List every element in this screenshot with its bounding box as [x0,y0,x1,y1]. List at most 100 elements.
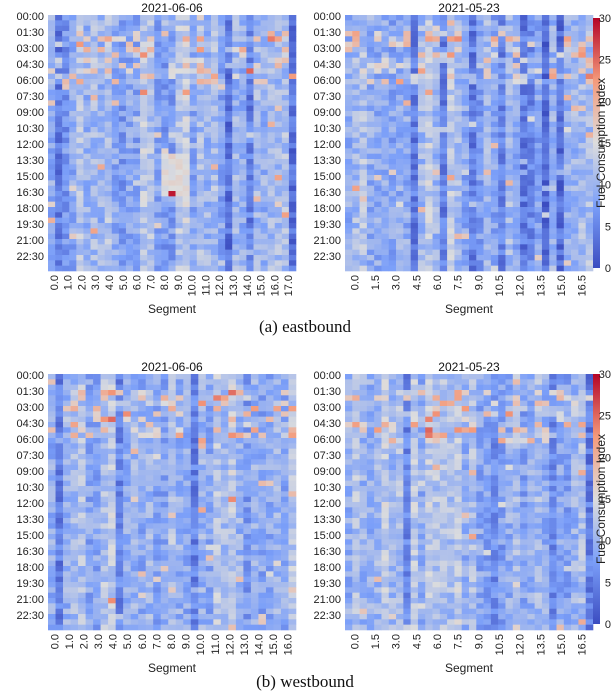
heatmap-cell [111,228,120,234]
heatmap-cell [454,52,462,58]
heatmap-cell [490,127,499,133]
heatmap-cell [220,459,229,465]
heatmap-cell [218,260,226,266]
heatmap-cell [235,475,244,481]
heatmap-cell [76,255,84,261]
heatmap-cell [100,582,109,588]
x-axis-label: Segment [445,302,494,316]
heatmap-cell [168,422,177,428]
heatmap-cell [498,25,506,32]
heatmap-cell [425,265,433,272]
x-tick-label: 13.0 [228,275,240,296]
heatmap-cell [182,63,191,69]
heatmap-cell [281,73,290,80]
heatmap-cell [280,438,289,444]
heatmap-cell [235,459,244,465]
y-tick-label: 10:30 [313,123,341,135]
heatmap-cell [153,619,162,625]
heatmap-cell [239,207,247,213]
heatmap-cell [520,159,528,165]
heatmap-cell [175,121,183,128]
heatmap-cell [228,379,237,385]
heatmap-cell [76,105,84,112]
heatmap-cell [403,228,411,234]
heatmap-cell [250,544,259,551]
heatmap-cell [250,395,259,401]
heatmap-cell [265,406,274,412]
heatmap-cell [168,164,176,170]
heatmap-cell [454,265,462,272]
heatmap-cell [138,608,146,615]
heatmap-cell [205,443,214,449]
heatmap-cell [410,164,419,170]
heatmap-cell [265,470,274,476]
heatmap-cell [225,15,233,21]
heatmap-cell [520,212,528,218]
heatmap-cell [147,25,155,32]
heatmap-cell [260,137,268,144]
heatmap-cell [250,576,259,583]
heatmap-cell [189,127,198,133]
heatmap-cell [250,566,259,572]
heatmap-cell [243,395,252,401]
heatmap-cell [374,111,382,117]
heatmap-cell [100,550,109,556]
heatmap-cell [265,438,274,444]
heatmap-cell [225,255,233,261]
heatmap-cell [534,73,543,80]
heatmap-cell [205,592,214,599]
heatmap-cell [125,191,134,197]
heatmap-cell [182,164,191,170]
heatmap-cell [190,576,199,583]
heatmap-cell [563,228,572,234]
heatmap-cell [118,196,127,202]
heatmap-cell [210,111,219,117]
heatmap-cell [69,121,77,128]
heatmap-cell [228,528,237,535]
heatmap-cell [182,223,191,229]
heatmap-cell [359,191,368,197]
heatmap-cell [85,384,94,391]
heatmap-cell [198,534,207,540]
heatmap-cell [483,73,492,80]
heatmap-cell [439,25,448,32]
x-tick-label: 7.0 [145,275,157,290]
heatmap-cell [469,116,477,122]
heatmap-cell [578,191,586,197]
heatmap-cell [130,576,139,583]
heatmap-cell [417,84,426,90]
heatmap-cell [571,201,579,208]
heatmap-cell [196,175,205,181]
heatmap-cell [527,180,535,186]
heatmap-cell [578,239,586,245]
heatmap-cell [93,427,101,433]
heatmap-cell [281,132,290,138]
heatmap-cell [534,255,543,261]
heatmap-cell [183,550,192,556]
heatmap-cell [381,68,390,74]
heatmap-cell [417,15,426,21]
heatmap-cell [490,79,499,85]
y-tick-label: 01:30 [16,386,44,398]
heatmap-cell [153,390,162,396]
heatmap-cell [403,116,411,122]
heatmap-cell [145,592,154,599]
heatmap-cell [85,411,94,417]
heatmap-cell [154,249,162,256]
heatmap-cell [175,576,184,583]
heatmap-cell [90,105,98,112]
heatmap-cell [147,41,155,48]
heatmap-cell [100,507,109,513]
heatmap-cell [76,73,84,80]
heatmap-cell [183,603,192,609]
heatmap-cell [183,406,192,412]
heatmap-cell [138,470,146,476]
heatmap-cell [63,438,71,444]
heatmap-cell [267,20,276,26]
heatmap-cell [210,223,219,229]
heatmap-cell [359,249,368,256]
heatmap-cell [274,249,283,256]
heatmap-cell [403,175,411,181]
heatmap-cell [62,89,70,96]
heatmap-cell [125,73,134,80]
